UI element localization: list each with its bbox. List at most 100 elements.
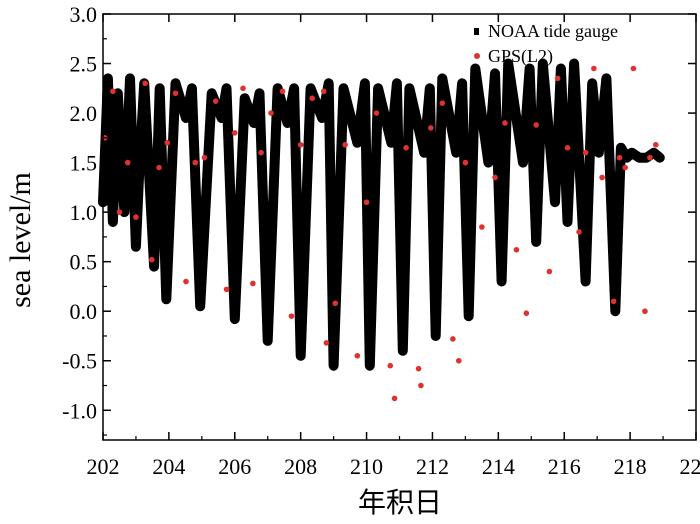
gps-point: [110, 88, 116, 95]
tide-gauge-point: [466, 313, 472, 319]
gps-point: [332, 300, 339, 307]
tide-gauge-point: [265, 338, 271, 344]
legend: NOAA tide gauge GPS(L2): [474, 21, 618, 67]
y-tick-label: -0.5: [62, 349, 97, 374]
gps-point: [309, 95, 315, 102]
x-axis-label: 年积日: [358, 486, 442, 519]
x-tick-label: 202: [87, 454, 120, 479]
gps-point: [363, 199, 370, 206]
gps-point: [564, 144, 571, 151]
tide-gauge-point: [651, 150, 657, 156]
x-tick-label: 216: [548, 454, 581, 479]
y-axis-label: sea level/m: [4, 172, 37, 308]
y-tick-label: 1.5: [70, 151, 98, 176]
gps-point: [279, 88, 286, 95]
tide-gauge-point: [400, 348, 406, 354]
gps-point: [373, 110, 380, 116]
gps-point: [148, 256, 155, 263]
tide-gauge-point: [629, 150, 635, 156]
tide-gauge-point: [583, 278, 589, 284]
gps-point: [450, 336, 456, 342]
tide-gauge-point: [242, 95, 248, 101]
tide-gauge-point: [172, 80, 178, 86]
tide-gauge-point: [406, 85, 412, 91]
gps-point: [513, 246, 520, 253]
gps-point: [391, 395, 398, 402]
tide-gauge-point: [499, 278, 505, 284]
gps-point: [427, 125, 434, 131]
gps-point: [492, 174, 498, 181]
gps-point: [250, 280, 256, 287]
gps-point: [164, 139, 171, 146]
tide-gauge-point: [224, 85, 230, 91]
gps-point: [156, 164, 162, 171]
gps-point: [192, 159, 199, 166]
gps-point: [288, 313, 295, 319]
tide-gauge-point: [105, 75, 111, 81]
tide-gauge-series: [98, 58, 665, 371]
gps-point: [133, 214, 139, 220]
tide-gauge-point: [163, 296, 169, 302]
tide-gauge-point: [533, 239, 539, 245]
tide-gauge-point: [421, 150, 427, 156]
tide-gauge-point: [540, 61, 546, 67]
gps-point: [533, 122, 540, 128]
y-axis-ticks: 3.0 2.5 2.0 1.5 1.0 0.5 0.0 -0.5 -1.0: [62, 2, 696, 436]
tide-gauge-point: [136, 170, 142, 176]
tide-gauge-point: [394, 80, 400, 86]
tide-gauge-point: [636, 155, 642, 161]
tide-gauge-point: [505, 61, 511, 67]
tide-gauge-point: [596, 150, 602, 156]
gps-point: [616, 154, 623, 161]
y-tick-label: 2.0: [70, 101, 98, 126]
gps-point: [479, 224, 485, 230]
gps-point: [240, 85, 246, 92]
tide-gauge-point: [275, 85, 281, 91]
tide-gauge-point: [552, 199, 558, 205]
y-tick-label: -1.0: [62, 398, 97, 423]
gps-point: [142, 80, 148, 87]
gps-point: [258, 149, 264, 156]
x-axis-ticks: 202 204 206 208 210 212 214 216 218 220: [87, 14, 700, 479]
tide-gauge-point: [624, 155, 630, 161]
gps-point: [116, 209, 123, 215]
gps-point: [268, 110, 274, 116]
tide-gauge-point: [485, 160, 491, 166]
legend-marker-gps: [474, 53, 480, 59]
gps-point: [622, 164, 628, 171]
x-tick-label: 208: [284, 454, 317, 479]
tide-gauge-point: [439, 75, 445, 81]
y-tick-label: 2.5: [70, 52, 98, 77]
x-tick-label: 214: [482, 454, 515, 479]
gps-point: [212, 98, 219, 104]
tide-gauge-point: [127, 75, 133, 81]
tide-gauge-point: [151, 264, 157, 270]
tide-gauge-point: [219, 115, 225, 121]
tide-gauge-point: [367, 363, 373, 369]
tide-gauge-point: [362, 80, 368, 86]
gps-point: [582, 149, 589, 156]
y-tick-label: 1.0: [70, 200, 98, 225]
tide-gauge-point: [375, 85, 381, 91]
tide-gauge-point: [110, 219, 116, 225]
x-tick-label: 220: [680, 454, 700, 479]
legend-marker-tide: [474, 28, 479, 35]
gps-point: [415, 365, 422, 372]
tide-gauge-point: [492, 70, 498, 76]
gps-point: [554, 75, 561, 82]
tide-gauge-point: [251, 120, 257, 126]
gps-point: [502, 120, 508, 126]
tide-gauge-point: [133, 244, 139, 250]
tide-gauge-point: [427, 85, 433, 91]
gps-point: [231, 130, 238, 136]
tide-gauge-point: [121, 209, 127, 215]
tide-gauge-point: [197, 303, 203, 309]
gps-point: [418, 382, 424, 389]
tide-gauge-point: [459, 80, 465, 86]
tide-gauge-line: [98, 58, 665, 371]
gps-point: [320, 88, 327, 95]
x-tick-label: 206: [218, 454, 251, 479]
gps-point: [591, 65, 597, 72]
y-tick-label: 0.5: [70, 250, 98, 275]
